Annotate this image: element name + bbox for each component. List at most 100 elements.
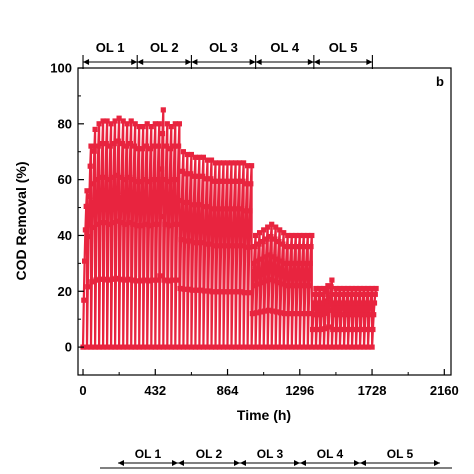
data-point	[214, 243, 220, 249]
data-point	[143, 143, 149, 149]
data-point	[287, 260, 293, 266]
data-point	[314, 312, 321, 318]
data-point	[196, 154, 202, 160]
phase-arrow-head	[83, 59, 90, 65]
data-point	[342, 326, 348, 333]
data-point	[361, 285, 367, 292]
data-point	[321, 285, 327, 292]
data-point	[228, 160, 235, 166]
data-point	[325, 283, 331, 289]
data-point	[203, 204, 209, 210]
data-point	[224, 160, 231, 166]
data-point	[88, 143, 94, 149]
y-tick-label: 60	[58, 172, 72, 187]
data-point	[120, 344, 126, 350]
data-point	[174, 221, 180, 227]
data-point	[147, 179, 153, 185]
data-point	[285, 344, 291, 350]
data-point	[312, 291, 318, 297]
data-point	[188, 344, 194, 350]
data-point	[112, 118, 118, 124]
data-point	[343, 312, 349, 318]
data-point	[221, 289, 227, 295]
data-point	[117, 276, 123, 282]
data-point	[344, 291, 350, 297]
data-point	[219, 206, 225, 212]
data-point	[285, 232, 291, 239]
data-point	[192, 344, 198, 350]
data-point	[281, 344, 287, 350]
data-point	[128, 344, 134, 350]
data-point	[297, 232, 303, 239]
data-point	[200, 344, 206, 350]
data-point	[329, 277, 335, 283]
data-point	[216, 178, 222, 184]
data-point	[131, 143, 137, 149]
data-point	[159, 131, 166, 137]
data-point	[249, 344, 255, 350]
data-point	[162, 221, 168, 227]
data-point	[329, 344, 335, 350]
data-point	[294, 311, 300, 317]
data-point	[200, 173, 206, 179]
data-point	[204, 344, 211, 350]
data-point	[341, 344, 347, 350]
data-point	[265, 307, 272, 313]
data-point	[176, 121, 182, 127]
data-point	[218, 243, 224, 249]
data-point	[199, 202, 205, 208]
bottom-phase-arrow-head	[434, 460, 440, 466]
data-point	[321, 344, 327, 350]
data-point	[147, 146, 154, 152]
data-point	[347, 312, 353, 318]
data-point	[126, 220, 132, 226]
data-point	[281, 311, 288, 317]
data-point	[182, 238, 188, 244]
data-point	[172, 344, 178, 350]
data-point	[196, 344, 202, 350]
data-point	[277, 310, 284, 316]
data-point	[370, 326, 376, 333]
data-point	[120, 118, 126, 124]
data-point	[322, 326, 328, 332]
data-point	[89, 279, 95, 285]
data-point	[238, 243, 244, 249]
data-point	[299, 260, 305, 266]
data-point	[163, 177, 169, 183]
data-point	[130, 221, 136, 227]
data-point	[140, 344, 146, 350]
data-point	[241, 290, 247, 296]
x-tick-label: 2160	[430, 383, 459, 398]
data-point	[304, 244, 310, 250]
data-point	[99, 141, 105, 147]
data-point	[357, 285, 363, 292]
data-point	[293, 232, 299, 239]
bottom-phase-label: OL 2	[196, 447, 223, 461]
data-point	[295, 260, 301, 266]
data-point	[163, 143, 170, 149]
data-point	[102, 174, 109, 180]
bottom-phase-label: OL 1	[135, 447, 162, 461]
data-point	[327, 294, 333, 300]
phase-arrow-head	[249, 59, 256, 65]
data-point	[270, 278, 276, 284]
data-point	[127, 141, 133, 147]
data-point	[133, 278, 139, 284]
data-point	[96, 121, 102, 127]
data-point	[373, 285, 379, 292]
data-point	[303, 260, 309, 266]
data-point	[365, 285, 371, 292]
data-point	[237, 344, 243, 350]
data-point	[365, 344, 371, 350]
data-point	[129, 277, 135, 283]
data-point	[290, 283, 296, 289]
data-point	[156, 344, 162, 350]
series-layer	[80, 107, 379, 350]
data-point	[141, 277, 147, 283]
data-point	[169, 277, 175, 283]
data-point	[220, 178, 226, 184]
bottom-phase-arrow-head	[300, 460, 306, 466]
data-point	[104, 344, 110, 350]
phase-label: OL 3	[209, 40, 238, 55]
x-axis-label: Time (h)	[237, 407, 291, 423]
